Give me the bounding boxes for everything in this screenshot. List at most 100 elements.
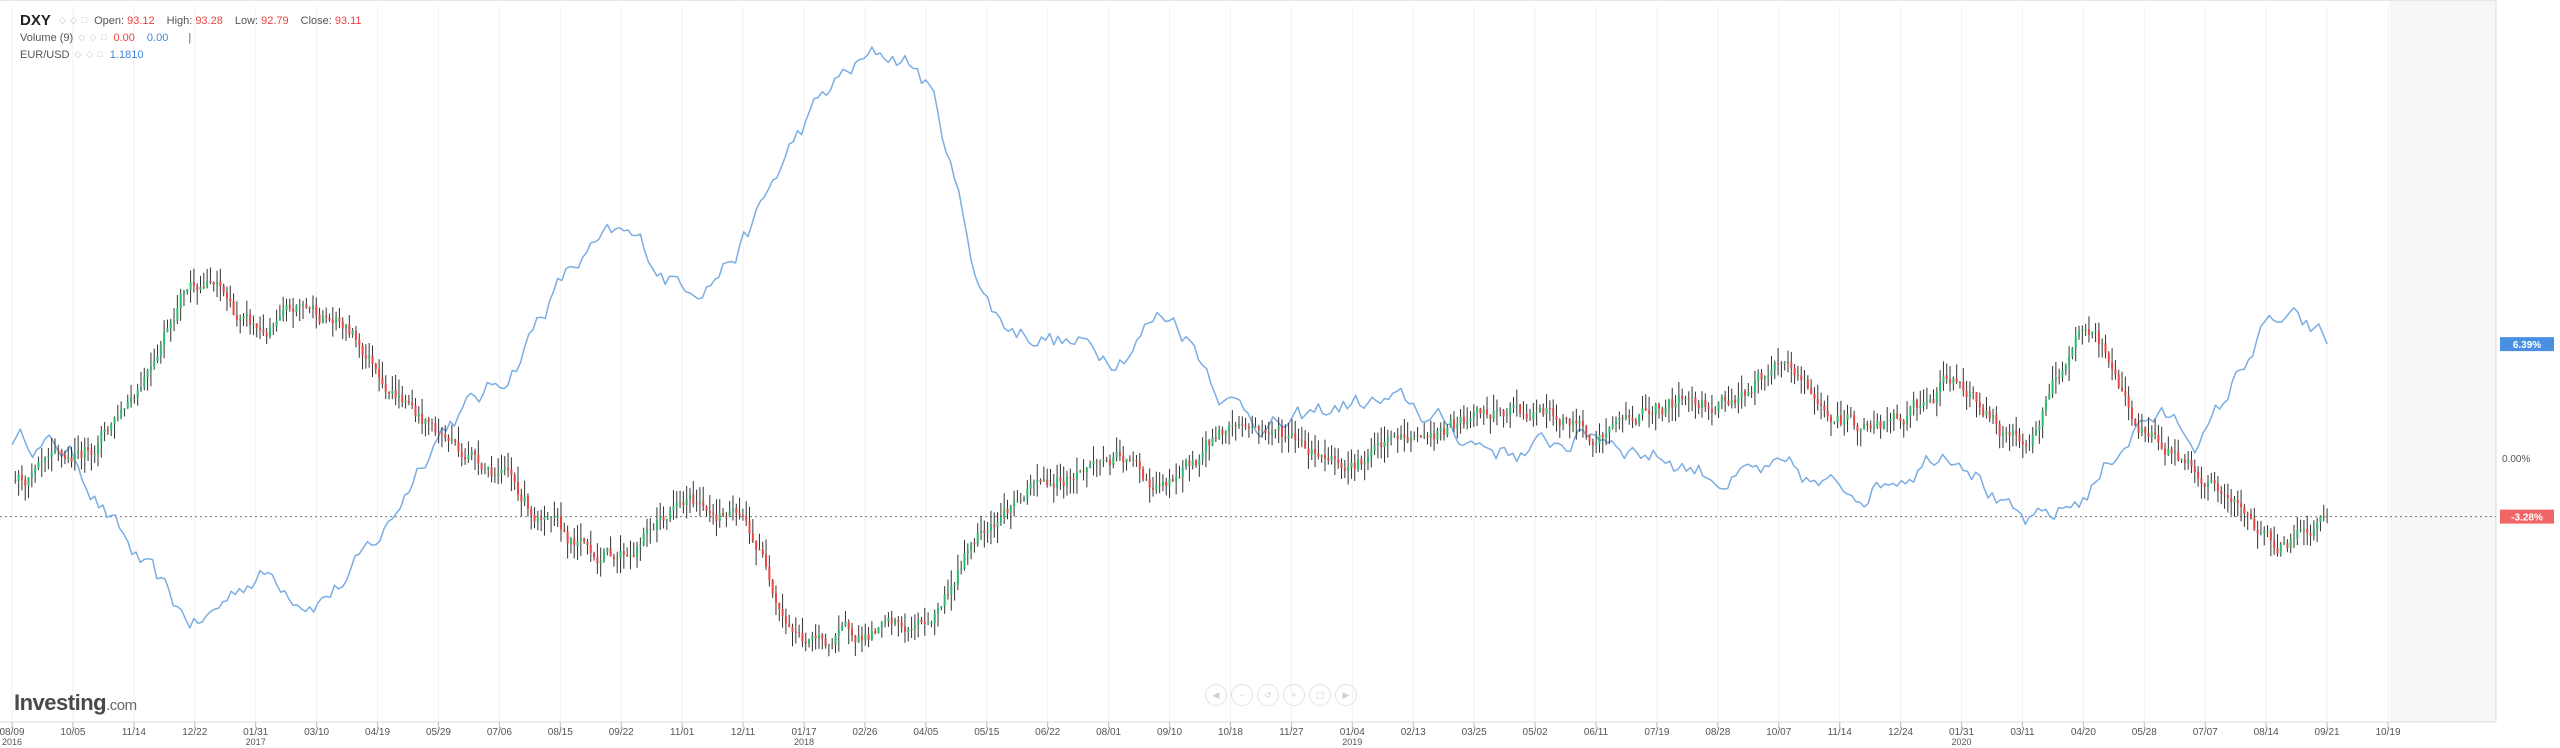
high-value: 93.28 (195, 14, 223, 27)
dxy-candle (980, 530, 983, 534)
dxy-candle (2207, 481, 2210, 488)
dxy-candle (2312, 529, 2315, 536)
dxy-candle (1112, 457, 1115, 466)
dxy-candle (1872, 426, 1875, 429)
dxy-candle (216, 281, 219, 285)
dxy-candle (1026, 488, 1029, 499)
series-settings-icon[interactable]: ◇ ◇ □ (58, 15, 89, 25)
dxy-candle (444, 434, 447, 438)
x-tick-label: 04/19 (365, 727, 390, 738)
dxy-candle (166, 328, 169, 332)
dxy-candle (933, 613, 936, 623)
dxy-candle (44, 457, 47, 462)
dxy-candle (2134, 418, 2137, 426)
dxy-candle (930, 622, 933, 624)
dxy-candle (1836, 415, 1839, 422)
dxy-candle (424, 418, 427, 425)
volume-value: 0.00 (113, 31, 135, 44)
dxy-candle (113, 417, 116, 425)
dxy-candle (1274, 429, 1277, 431)
pair-settings-icon[interactable]: ◇ ◇ □ (74, 49, 104, 59)
dxy-candle (209, 280, 212, 282)
dxy-candle (186, 289, 189, 293)
dxy-candle (454, 439, 457, 443)
dxy-candle (550, 516, 553, 518)
x-tick-label: 12/22 (182, 727, 207, 738)
dxy-candle (1261, 429, 1264, 431)
dxy-candle (1436, 430, 1439, 440)
dxy-candle (1476, 408, 1479, 413)
dxy-candle (1314, 448, 1317, 454)
dxy-candle (1601, 434, 1604, 438)
dxy-candle (1796, 374, 1799, 376)
dxy-candle (1350, 462, 1353, 468)
dxy-candle (510, 469, 513, 476)
dxy-candle (1558, 420, 1561, 426)
dxy-candle (851, 628, 854, 636)
dxy-candle (2035, 429, 2038, 435)
dxy-candle (1155, 484, 1158, 490)
dxy-candle (1297, 439, 1300, 441)
dxy-candle (1502, 410, 1505, 417)
dxy-candle (1899, 418, 1902, 421)
dxy-candle (1264, 429, 1267, 433)
zoom-in-icon[interactable]: + (1283, 684, 1305, 706)
dxy-candle (976, 533, 979, 545)
dxy-candle (837, 629, 840, 636)
dxy-candle (966, 550, 969, 554)
dxy-candle (136, 389, 139, 398)
dxy-candle (841, 625, 844, 630)
dxy-candle (1585, 426, 1588, 435)
reset-icon[interactable]: ↺ (1257, 684, 1279, 706)
zoom-out-icon[interactable]: − (1231, 684, 1253, 706)
volume-settings-icon[interactable]: ◇ ◇ □ (78, 32, 108, 42)
dxy-candle (2137, 425, 2140, 433)
dxy-candle (1988, 410, 1991, 419)
dxy-candle (176, 307, 179, 321)
dxy-candle (192, 281, 195, 286)
dxy-candle (768, 566, 771, 581)
dxy-candle (30, 473, 33, 478)
dxy-candle (708, 510, 711, 514)
investing-logo: Investing.com (14, 690, 137, 716)
dxy-candle (490, 467, 493, 477)
dxy-candle (1201, 452, 1204, 460)
dxy-candle (411, 402, 414, 406)
volume-value-2: 0.00 (146, 31, 169, 44)
dxy-candle (1919, 405, 1922, 409)
dxy-candle (1889, 419, 1892, 422)
dxy-candle (2286, 542, 2289, 548)
dxy-candle (864, 634, 867, 641)
dxy-candle (1763, 376, 1766, 380)
dxy-candle (1056, 477, 1059, 488)
dxy-candle (946, 594, 949, 596)
chart-legend: DXY ◇ ◇ □ Open: 93.12 High: 93.28 Low: 9… (20, 12, 374, 63)
dxy-candle (1320, 455, 1323, 457)
dxy-candle (685, 499, 688, 506)
dxy-candle (206, 280, 209, 288)
dxy-candle (1099, 461, 1102, 463)
dxy-candle (1224, 431, 1227, 435)
dxy-candle (384, 384, 387, 392)
dxy-candle (1423, 436, 1426, 438)
dxy-candle (728, 511, 731, 517)
dxy-candle (60, 450, 63, 455)
dxy-candle (659, 516, 662, 520)
dxy-candle (794, 631, 797, 633)
dxy-candle (1568, 419, 1571, 426)
dxy-candle (2289, 539, 2292, 548)
dxy-candle (1400, 434, 1403, 440)
chevron-right-icon[interactable]: ▶ (1335, 684, 1357, 706)
eur-usd-badge (2500, 337, 2554, 352)
dxy-candle (563, 529, 566, 532)
x-tick-label: 08/01 (1096, 727, 1121, 738)
dxy-candle (682, 502, 685, 506)
dxy-candle (1013, 500, 1016, 507)
dxy-candle (1605, 433, 1608, 438)
fullscreen-icon[interactable]: ▢ (1309, 684, 1331, 706)
dxy-candle (285, 305, 288, 310)
dxy-candle (619, 551, 622, 559)
x-tick-label: 07/07 (2193, 727, 2218, 738)
chevron-left-icon[interactable]: ◀ (1205, 684, 1227, 706)
dxy-candle (1185, 460, 1188, 468)
